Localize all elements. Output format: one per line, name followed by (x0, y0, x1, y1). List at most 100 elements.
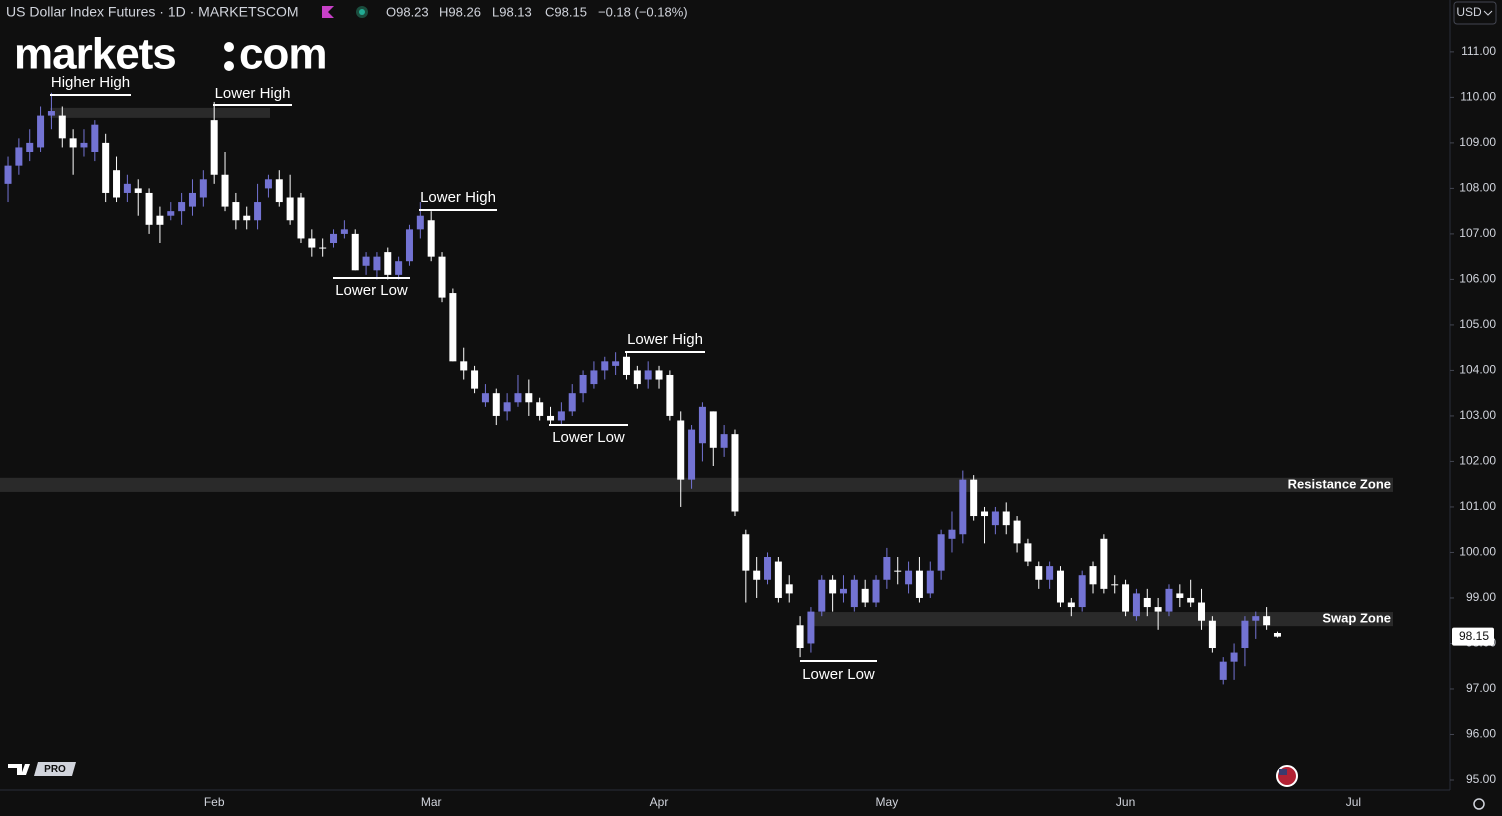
y-tick-label: 103.00 (1459, 408, 1496, 422)
candle-body (612, 361, 620, 366)
candle-body (883, 557, 891, 580)
y-tick-label: 107.00 (1459, 226, 1496, 240)
legend-high: H98.26 (439, 4, 481, 19)
y-tick-label: 97.00 (1466, 681, 1496, 695)
x-tick-label: Mar (421, 795, 442, 809)
candle-body (829, 579, 837, 594)
candle-body (536, 402, 544, 416)
x-tick-label: Apr (650, 795, 669, 809)
candle-body (742, 534, 750, 571)
candle-body (1165, 588, 1173, 612)
candle-body (514, 393, 522, 403)
candle-body (937, 534, 945, 571)
candle-body (666, 374, 674, 416)
candle-body (818, 579, 826, 612)
zone (810, 612, 1393, 627)
legend-close: C98.15 (545, 4, 587, 19)
candle-body (4, 165, 12, 184)
candle-body (579, 374, 587, 394)
candle-body (644, 370, 652, 380)
dropdown-icon (1483, 10, 1493, 16)
candle-body (590, 370, 598, 385)
legend-low: L98.13 (492, 4, 532, 19)
candle-body (1067, 602, 1075, 608)
y-tick-label: 105.00 (1459, 317, 1496, 331)
candle-body (102, 142, 110, 193)
y-tick-label: 95.00 (1466, 772, 1496, 786)
candle-body (373, 256, 381, 271)
candle-body (1241, 620, 1249, 649)
last-price-label: 98.15 (1459, 629, 1489, 643)
candle-body (850, 579, 858, 608)
y-tick-label: 111.00 (1461, 44, 1496, 58)
candle-body (47, 111, 55, 116)
candle-body (1122, 584, 1130, 612)
candle-body (1252, 616, 1260, 621)
candle-body (15, 147, 23, 166)
event-flag-part (1279, 769, 1287, 775)
candle-body (753, 570, 761, 580)
candle-body (905, 570, 913, 585)
candle-body (395, 261, 403, 275)
candle-body (481, 393, 489, 403)
candle-body (1002, 511, 1010, 526)
y-tick-label: 104.00 (1459, 363, 1496, 377)
candle-body (926, 570, 934, 594)
annotation-label: Lower High (420, 189, 496, 206)
candle-body (1046, 566, 1054, 580)
candle-body (460, 361, 468, 371)
candle-body (26, 142, 34, 152)
candle-body (123, 183, 131, 193)
candle-body (568, 393, 576, 412)
annotation-label: Lower Low (335, 282, 408, 299)
candle-body (894, 570, 902, 572)
candle-body (178, 202, 186, 212)
candle-body (547, 415, 555, 421)
candle-body (58, 115, 66, 139)
badge-bg (34, 762, 76, 776)
candle-body (1100, 538, 1108, 589)
candle-body (297, 197, 305, 239)
candle-body (1024, 543, 1032, 562)
candle-body (275, 179, 283, 203)
candle-body (416, 215, 424, 230)
candle-body (1176, 593, 1184, 598)
y-tick-label: 109.00 (1459, 135, 1496, 149)
candle-body (438, 256, 446, 298)
candle-body (525, 393, 533, 403)
candle-body (1273, 633, 1281, 637)
settings-icon[interactable] (1473, 798, 1485, 810)
candle-body (471, 370, 479, 389)
y-tick-label: 102.00 (1459, 454, 1496, 468)
x-tick-label: Jul (1346, 795, 1361, 809)
candle-body (970, 479, 978, 517)
candle-body (601, 361, 609, 371)
candle-body (915, 570, 923, 598)
brand-left: markets (14, 30, 176, 79)
candle-body (210, 120, 218, 175)
candle-body (113, 170, 121, 198)
candle-body (1263, 616, 1271, 626)
brand-right: com (239, 30, 326, 79)
last-price-tag (1452, 627, 1494, 646)
candle-body (557, 411, 565, 421)
currency-button[interactable] (1453, 1, 1497, 25)
candle-body (1208, 620, 1216, 649)
candle-body (981, 511, 989, 517)
y-tick-label: 100.00 (1459, 545, 1496, 559)
candle-body (145, 192, 153, 225)
candle-body (861, 588, 869, 603)
candle-body (1219, 661, 1227, 680)
candle-body (91, 124, 99, 152)
candle-body (709, 411, 717, 448)
candle-body (492, 393, 500, 416)
candle-body (37, 115, 45, 148)
status-dot (359, 9, 365, 15)
candle-body (1230, 652, 1238, 662)
candle-body (221, 174, 229, 207)
flag-icon (322, 6, 334, 18)
brand-dot (224, 42, 234, 52)
candle-body (622, 356, 630, 375)
legend-change: −0.18 (−0.18%) (598, 4, 688, 19)
